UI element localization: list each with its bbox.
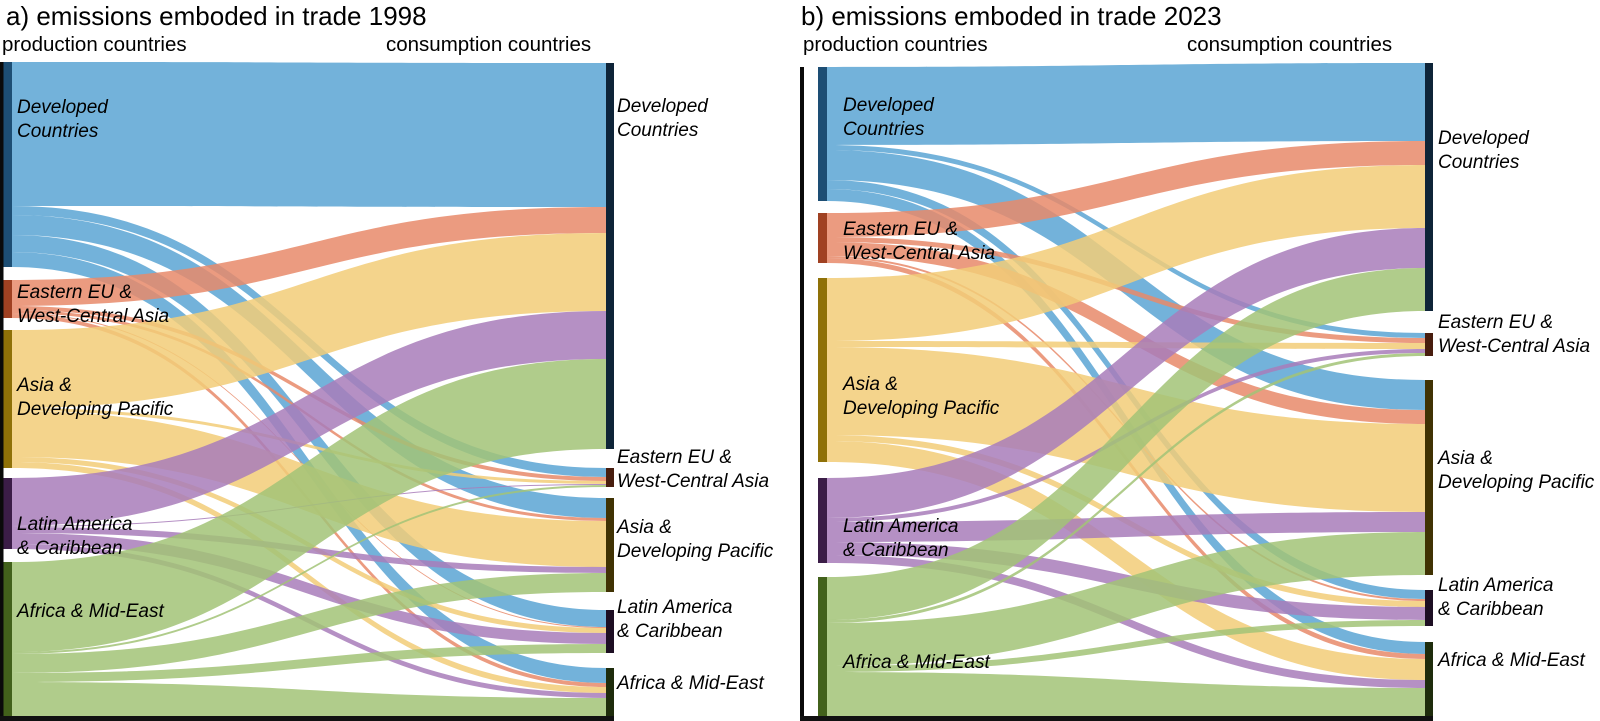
panel-a-1998: a) emissions emboded in trade 1998 produ… — [0, 1, 773, 721]
node-production-latin-america-caribbean — [3, 478, 12, 549]
node-consumption-africa-mid-east — [606, 668, 614, 721]
flow-developed-countries-to-developed-countries — [12, 62, 606, 207]
node-production-latin-america-caribbean — [818, 478, 827, 563]
node-production-developed-countries — [818, 67, 827, 201]
node-consumption-latin-america-caribbean — [606, 610, 614, 653]
flow-africa-mid-east-to-eastern-eu-west-central-asia — [12, 485, 606, 654]
flow-asia-developing-pacific-to-eastern-eu-west-central-asia — [12, 408, 606, 484]
flow-africa-mid-east-to-africa-mid-east — [827, 672, 1425, 721]
flow-africa-mid-east-to-developed-countries — [827, 268, 1425, 620]
flow-africa-mid-east-to-developed-countries — [12, 359, 606, 652]
node-consumption-africa-mid-east — [1425, 642, 1433, 721]
flow-latin-america-caribbean-to-developed-countries — [827, 228, 1425, 518]
production-countries-header-2023: production countries — [803, 33, 988, 56]
flow-asia-developing-pacific-to-developed-countries — [12, 233, 606, 408]
flow-africa-mid-east-to-asia-developing-pacific — [12, 573, 606, 673]
node-consumption-asia-developing-pacific — [606, 498, 614, 592]
consumption-countries-header-1998: consumption countries — [386, 33, 592, 56]
plot-bottom-border — [0, 716, 614, 721]
production-countries-header-1998: production countries — [2, 33, 187, 56]
flow-latin-america-caribbean-to-asia-developing-pacific — [827, 512, 1425, 542]
node-production-asia-developing-pacific — [3, 330, 12, 468]
flow-africa-mid-east-to-latin-america-caribbean — [12, 644, 606, 682]
panel-title-1998: a) emissions emboded in trade 1998 — [6, 1, 427, 31]
flow-africa-mid-east-to-eastern-eu-west-central-asia — [827, 353, 1425, 623]
node-production-eastern-eu-west-central-asia — [818, 213, 827, 263]
node-consumption-eastern-eu-west-central-asia — [1425, 333, 1433, 356]
node-consumption-asia-developing-pacific — [1425, 380, 1433, 575]
flow-africa-mid-east-to-africa-mid-east — [12, 682, 606, 721]
node-consumption-developed-countries — [606, 63, 614, 449]
node-production-asia-developing-pacific — [818, 278, 827, 462]
node-consumption-developed-countries — [1425, 63, 1433, 311]
flow-asia-developing-pacific-to-developed-countries — [827, 165, 1425, 341]
flow-developed-countries-to-developed-countries — [827, 63, 1425, 145]
left-axis-line — [0, 62, 4, 721]
node-production-eastern-eu-west-central-asia — [3, 280, 12, 318]
panel-b-2023: b) emissions emboded in trade 2023 produ… — [800, 0, 1600, 721]
sankey-canvas-1998 — [0, 62, 614, 721]
flow-latin-america-caribbean-to-africa-mid-east — [827, 555, 1425, 688]
flow-eastern-eu-west-central-asia-to-asia-developing-pacific — [827, 242, 1425, 424]
node-consumption-latin-america-caribbean — [1425, 590, 1433, 626]
flow-africa-mid-east-to-latin-america-caribbean — [827, 620, 1425, 672]
flow-eastern-eu-west-central-asia-to-eastern-eu-west-central-asia — [12, 306, 606, 481]
node-production-developed-countries — [3, 62, 12, 267]
node-consumption-eastern-eu-west-central-asia — [606, 468, 614, 487]
consumption-countries-header-2023: consumption countries — [1187, 33, 1393, 56]
left-axis-line — [800, 67, 804, 721]
flow-eastern-eu-west-central-asia-to-developed-countries — [827, 141, 1425, 237]
flow-latin-america-caribbean-to-latin-america-caribbean — [12, 533, 606, 644]
flow-developed-countries-to-asia-developing-pacific — [12, 215, 606, 518]
sankey-canvas-2023 — [800, 63, 1433, 721]
flow-asia-developing-pacific-to-africa-mid-east — [12, 462, 606, 693]
flow-latin-america-caribbean-to-developed-countries — [12, 311, 606, 526]
plot-bottom-border — [800, 716, 1433, 721]
node-production-africa-mid-east — [818, 577, 827, 717]
panel-title-2023: b) emissions emboded in trade 2023 — [801, 1, 1222, 31]
flow-eastern-eu-west-central-asia-to-eastern-eu-west-central-asia — [827, 237, 1425, 343]
flow-africa-mid-east-to-asia-developing-pacific — [827, 532, 1425, 666]
flow-eastern-eu-west-central-asia-to-developed-countries — [12, 207, 606, 306]
flow-asia-developing-pacific-to-eastern-eu-west-central-asia — [827, 341, 1425, 349]
flow-asia-developing-pacific-to-africa-mid-east — [827, 441, 1425, 680]
node-production-africa-mid-east — [3, 562, 12, 717]
